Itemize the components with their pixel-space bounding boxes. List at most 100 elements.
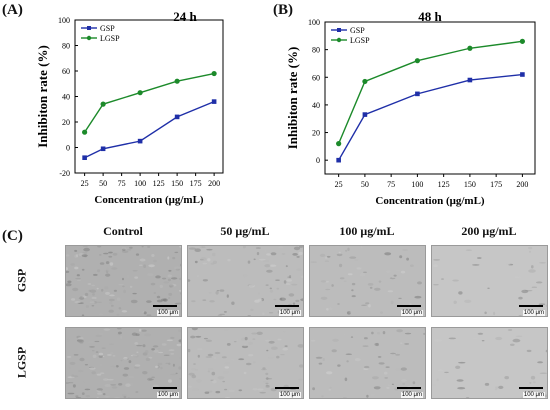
scale-bar-label: 100 μm [278,310,301,316]
legend-label-lgsp: LGSP [350,36,370,45]
micrograph-column-label: 200 μg/mL [461,224,517,238]
x-tick-label: 200 [516,180,528,189]
x-tick-label: 150 [464,180,476,189]
cell-texture [432,329,547,398]
scale-bar [275,305,299,307]
micrograph-image: 100 μm [431,245,548,317]
data-point-gsp [211,99,217,104]
data-point-lgsp [519,38,526,44]
scale-bar [275,387,299,389]
y-tick-label: 0 [66,144,70,153]
chart-48h: 0 20 40 60 80 100 25 50 75 100 125 150 175 200 Concent… [285,9,536,207]
data-point-gsp [174,114,180,120]
scale-bar-label: 100 μm [156,310,179,316]
y-tick-label: 40 [312,101,320,110]
x-tick-label: 100 [134,179,146,188]
x-tick-label: 150 [171,179,183,188]
y-axis-label: Inhibiton rate (%) [285,47,300,150]
cell-texture [433,246,547,316]
x-tick-label: 25 [335,180,343,189]
y-tick-label: 0 [316,156,320,165]
x-tick-label: 100 [411,180,423,189]
micrograph-row-label: LGSP [14,346,29,379]
scale-bar [397,387,421,389]
data-point-lgsp [467,45,473,51]
data-point-gsp [137,138,143,144]
y-tick-label: -20 [59,169,70,178]
data-point-gsp [82,155,87,160]
legend-label-gsp: GSP [100,24,115,33]
plot-frame [324,21,536,175]
data-point-gsp [415,91,420,97]
scale-bar-label: 100 μm [400,392,423,398]
x-tick-label: 25 [81,179,89,188]
data-point-lgsp [414,58,420,64]
series-line-lgsp [338,40,523,144]
scale-bar [153,305,177,307]
data-point-lgsp [362,78,368,85]
y-tick-label: 60 [312,73,320,82]
micrograph-image: 100 μm [431,327,548,399]
y-tick-label: 20 [62,118,70,127]
data-point-gsp [467,77,473,83]
scale-bar-label: 100 μm [522,310,545,316]
chart-title: 48 h [418,9,442,24]
scale-bar [153,387,177,389]
micrograph-image: 100 μm [65,327,182,399]
scale-bar-label: 100 μm [278,392,301,398]
cell-texture [188,328,303,398]
micrograph-column-label: 50 μg/mL [220,224,270,238]
y-tick-label: 60 [62,67,70,76]
cell-texture [310,246,422,316]
scale-bar [519,305,543,307]
scale-bar-label: 100 μm [522,392,545,398]
cell-texture [188,246,303,316]
legend-label-lgsp: LGSP [100,34,120,43]
scale-bar [397,305,421,307]
data-point-lgsp [82,129,88,135]
x-axis-label: Concentration (μg/mL) [375,195,485,207]
data-point-lgsp [174,78,180,84]
data-point-lgsp [336,141,342,147]
x-tick-label: 125 [153,179,165,188]
y-tick-label: 80 [62,42,70,51]
y-axis-label: Inhibiton rate (%) [35,45,50,148]
y-tick-label: 100 [308,18,320,27]
data-point-lgsp [211,70,217,77]
cell-texture [310,328,425,398]
cell-texture [66,246,181,316]
panel-label-c: (C) [2,228,23,244]
micrograph-column-label: 100 μg/mL [339,224,395,238]
micrograph-column-label: Control [103,224,143,238]
scale-bar-label: 100 μm [400,310,423,316]
data-point-gsp [336,157,341,163]
legend-marker [336,37,342,43]
x-tick-label: 50 [361,180,369,189]
legend-marker [337,28,341,32]
x-tick-label: 175 [190,179,202,188]
x-tick-label: 50 [99,179,107,188]
micrograph-row-label: GSP [14,268,29,293]
series-line-gsp [338,73,523,161]
micrograph-image: 100 μm [187,245,304,317]
micrograph-image: 100 μm [187,327,304,399]
chart-title: 24 h [173,9,197,24]
micrograph-image: 100 μm [65,245,182,317]
data-point-gsp [100,146,106,152]
y-tick-label: 20 [312,129,320,138]
y-tick-label: 80 [312,46,320,55]
panel-label-a: (A) [2,2,23,18]
x-axis-label: Concentration (μg/mL) [94,194,204,206]
scale-bar [519,387,543,389]
micrograph-image: 100 μm [309,245,426,317]
data-point-gsp [362,112,368,117]
data-point-lgsp [100,101,106,107]
scale-bar-label: 100 μm [156,392,179,398]
legend-marker [86,35,92,41]
x-tick-label: 175 [490,180,502,189]
legend-marker [87,26,91,30]
micrograph-image: 100 μm [309,327,426,399]
y-tick-label: 100 [58,16,70,25]
chart-24h: -20 0 20 40 60 80 100 25 50 75 100 125 150 175 200 Conc… [35,9,224,206]
x-tick-label: 75 [118,179,126,188]
